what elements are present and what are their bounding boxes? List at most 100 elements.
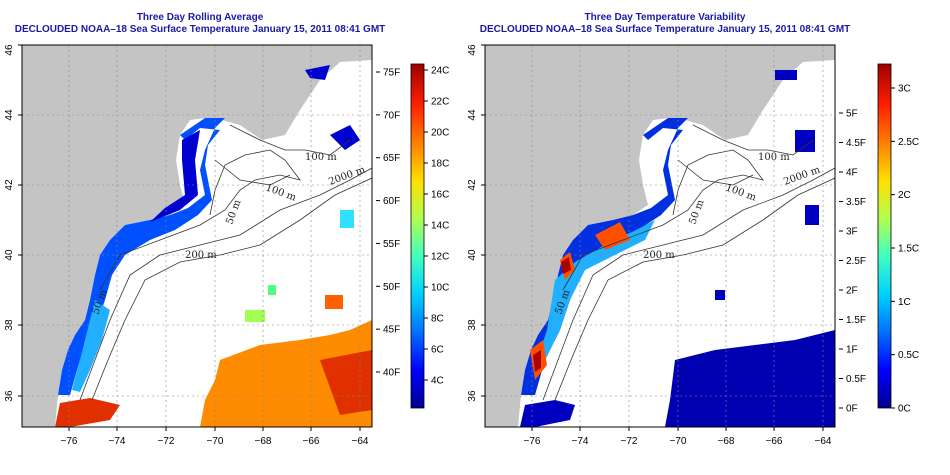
variability-patch <box>795 130 815 152</box>
colorbar-ramp <box>877 63 892 409</box>
colorbar-label: 12C <box>431 252 449 263</box>
y-axis: 36 38 40 42 44 46 <box>467 44 485 402</box>
colorbar-label: 2F <box>846 286 858 297</box>
colorbar-label: 4.5F <box>846 138 866 149</box>
colorbar-label: 8C <box>431 314 444 325</box>
bathymetry-contour-2000m <box>554 177 835 401</box>
colorbar-label: 4C <box>431 376 444 387</box>
x-tick-label: −76 <box>61 436 78 447</box>
variability-patch <box>805 205 819 225</box>
sst-mid-shelf <box>72 300 110 392</box>
sst-patch <box>340 210 354 228</box>
map-subtitle: DECLOUDED NOAA–18 Sea Surface Temperatur… <box>14 24 386 35</box>
variability-south-coast <box>520 400 575 427</box>
colorbar-label: 55F <box>383 239 400 250</box>
bathymetry-contour-200m <box>542 167 835 401</box>
colorbar-label: 22C <box>431 97 449 108</box>
colorbar-label: 2C <box>898 190 911 201</box>
colorbar-label: 60F <box>383 196 400 207</box>
x-axis: −76 −74 −72 −70 −68 −66 −64 <box>524 427 832 447</box>
y-tick-label: 40 <box>467 249 478 261</box>
map-title: Three Day Rolling Average <box>136 12 264 23</box>
y-tick-label: 36 <box>4 390 15 402</box>
sst-average-map: 100 m 200 m 2000 m 100 m 50 m 50 m −76 −… <box>4 44 449 447</box>
colorbar-label: 3.5F <box>846 197 866 208</box>
colorbar-label: 1C <box>898 297 911 308</box>
panel-sst-average: Three Day Rolling Average DECLOUDED NOAA… <box>4 12 449 447</box>
variability-patch <box>775 70 797 80</box>
sst-patch <box>245 310 265 322</box>
bathymetry-contour-100m <box>214 124 351 186</box>
x-axis: −76 −74 −72 −70 −68 −66 −64 <box>61 427 369 447</box>
colorbar-ramp <box>410 63 425 409</box>
map-frame <box>21 44 373 428</box>
colorbar-label: 0.5F <box>846 374 866 385</box>
sst-cold-core <box>150 130 200 222</box>
sst-cold-north <box>305 65 360 150</box>
colorbar: 40F 45F 50F 55F 60F 65F 70F 75F 4C 6C 8C 10C 12C 14C… <box>376 63 449 409</box>
x-tick-label: −72 <box>158 436 175 447</box>
colorbar-label: 2.5C <box>898 137 919 148</box>
land-mass <box>22 45 372 427</box>
sst-variability-map: 100 m 200 m 2000 m 100 m 50 m 50 m −76 −… <box>467 44 919 447</box>
colorbar-label: 0C <box>898 404 911 415</box>
colorbar-label: 3F <box>846 227 858 238</box>
x-tick-label: −66 <box>766 436 783 447</box>
bathymetry-contour-50m <box>99 149 301 291</box>
variability-moderate <box>537 220 655 360</box>
variability-offshore-low <box>665 330 835 427</box>
colorbar: 0F 0.5F 1F 1.5F 2F 2.5F 3F 3.5F 4F 4.5F 5F 0C 0.5C 1… <box>839 63 919 415</box>
y-tick-label: 44 <box>467 109 478 121</box>
variability-peak <box>533 257 571 372</box>
sst-hot-core <box>55 350 372 427</box>
x-tick-label: −76 <box>524 436 541 447</box>
colorbar-label: 70F <box>383 110 400 121</box>
colorbar-label: 2.5F <box>846 256 866 267</box>
contour-label: 200 m <box>185 250 217 261</box>
x-tick-label: −64 <box>352 436 369 447</box>
x-tick-label: −72 <box>621 436 638 447</box>
colorbar-label: 24C <box>431 66 449 77</box>
colorbar-label: 1F <box>846 345 858 356</box>
colorbar-label: 75F <box>383 68 400 79</box>
y-axis: 36 38 40 42 44 46 <box>4 44 22 402</box>
colorbar-label: 50F <box>383 282 400 293</box>
colorbar-label: 45F <box>383 325 400 336</box>
y-tick-label: 42 <box>467 179 478 191</box>
colorbar-label: 6C <box>431 345 444 356</box>
colorbar-label: 20C <box>431 128 449 139</box>
x-tick-label: −68 <box>718 436 735 447</box>
contour-label: 100 m <box>305 152 337 163</box>
sst-coastal-cold-water <box>58 118 225 395</box>
sst-warm-gulf-stream <box>200 320 372 427</box>
y-tick-label: 38 <box>4 319 15 331</box>
bathymetry-contour-50m <box>562 149 764 291</box>
y-tick-label: 38 <box>467 319 478 331</box>
sst-patch <box>325 295 343 309</box>
bathymetry-contour-100m <box>677 124 814 186</box>
x-tick-label: −70 <box>207 436 224 447</box>
colorbar-label: 1.5C <box>898 244 919 255</box>
panel-sst-variability: Three Day Temperature Variability DECLOU… <box>467 0 950 475</box>
colorbar-label: 3C <box>898 84 911 95</box>
contour-label: 200 m <box>643 250 675 261</box>
contour-label: 100 m <box>758 152 790 163</box>
variability-patch <box>715 290 725 300</box>
sst-patch <box>268 285 276 295</box>
colorbar-label: 1.5F <box>846 315 866 326</box>
bathymetry-contour-2000m <box>91 177 372 401</box>
x-tick-label: −64 <box>815 436 832 447</box>
bathymetry-contour-200m <box>79 167 372 401</box>
colorbar-label: 14C <box>431 221 449 232</box>
map-frame <box>484 44 836 428</box>
lat-lon-grid <box>22 45 372 427</box>
colorbar-label: 5F <box>846 109 858 120</box>
x-tick-label: −68 <box>255 436 272 447</box>
colorbar-label: 10C <box>431 283 449 294</box>
x-tick-label: −74 <box>572 436 589 447</box>
colorbar-label: 40F <box>383 368 400 379</box>
map-subtitle: DECLOUDED NOAA–18 Sea Surface Temperatur… <box>479 24 851 35</box>
x-tick-label: −70 <box>670 436 687 447</box>
map-title: Three Day Temperature Variability <box>584 12 746 23</box>
y-tick-label: 46 <box>467 44 478 56</box>
